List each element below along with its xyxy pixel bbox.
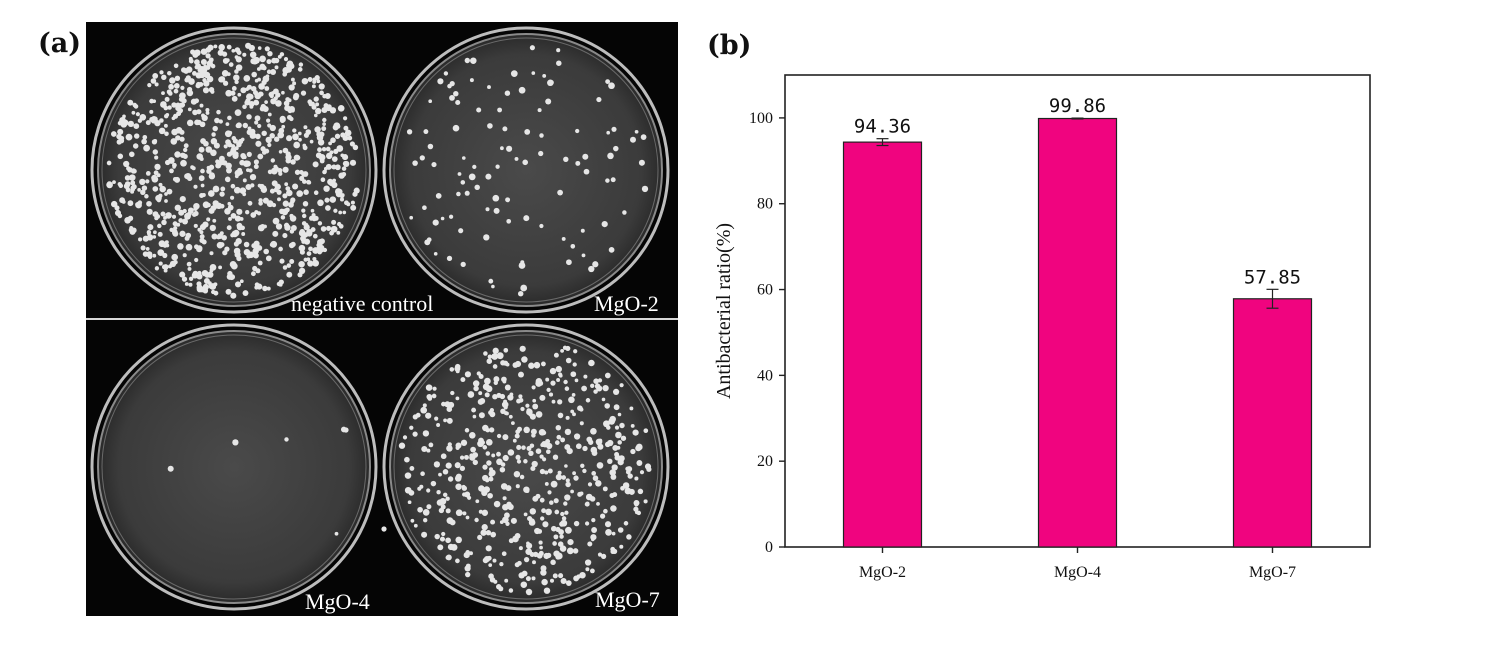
antibacterial-bar-chart: 0 20 40 60 80 100 Antibacterial ratio(%) 94.36 M… — [713, 74, 1371, 581]
error-bar — [1071, 117, 1084, 120]
plate-label: MgO-2 — [594, 291, 659, 316]
petri-dish-3: MgO-4 — [90, 323, 387, 614]
y-tick-label: 60 — [757, 282, 773, 299]
petri-dish-2: MgO-2 — [382, 26, 670, 316]
plate-label: MgO-7 — [595, 587, 660, 612]
y-tick-label: 100 — [749, 110, 773, 127]
colonies — [106, 42, 360, 299]
bar-mgo-2 — [842, 141, 923, 548]
error-bar — [876, 138, 889, 147]
x-tick-label: MgO-4 — [1054, 564, 1101, 581]
colonies — [398, 345, 652, 596]
colonies — [406, 45, 649, 297]
bar-mgo-7 — [1232, 298, 1313, 548]
x-tick-label: MgO-2 — [859, 564, 906, 581]
petri-dish-4: MgO-7 — [382, 323, 670, 612]
data-label: 94.36 — [854, 116, 911, 138]
y-tick-label: 0 — [765, 539, 773, 556]
petri-dish-1: negative control — [90, 26, 433, 316]
petri-dish-photos: negative control MgO-2 MgO-4 MgO-7 — [86, 22, 678, 616]
plate-label: MgO-4 — [305, 589, 370, 614]
panel-label-a: (a) — [38, 28, 82, 59]
error-bar — [1266, 288, 1279, 309]
y-tick-label: 20 — [757, 453, 773, 470]
y-tick-label: 80 — [757, 196, 773, 213]
y-tick-label: 40 — [757, 367, 773, 384]
colony — [343, 427, 349, 433]
plate-label: negative control — [291, 291, 433, 316]
data-label: 57.85 — [1244, 266, 1301, 288]
colony — [381, 526, 387, 532]
colonies — [167, 426, 387, 536]
x-tick-label: MgO-7 — [1249, 564, 1296, 581]
panel-label-b: (b) — [707, 30, 752, 61]
bar-mgo-4 — [1037, 117, 1118, 548]
y-axis-label: Antibacterial ratio(%) — [713, 223, 735, 399]
data-label: 99.86 — [1049, 95, 1106, 117]
